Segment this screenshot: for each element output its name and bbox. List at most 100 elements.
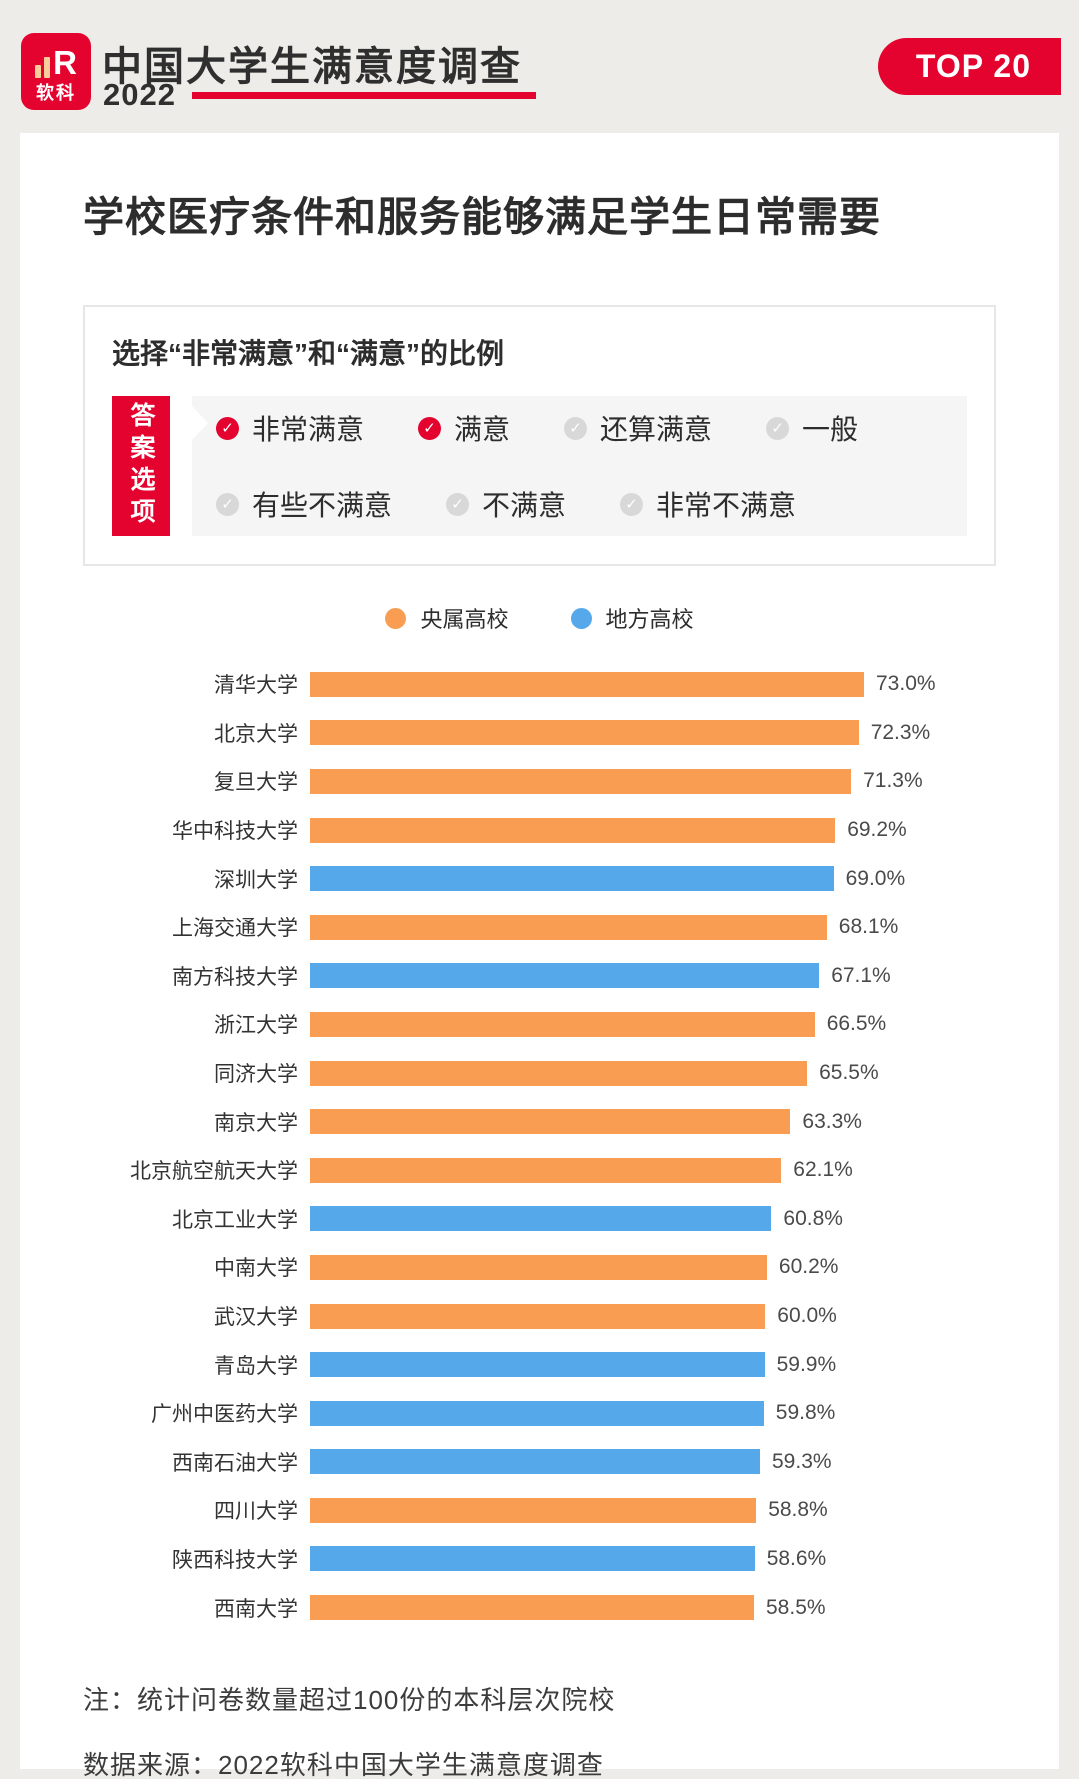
bar-area: 59.3% [310, 1449, 996, 1475]
chart-row: 西南大学 58.5% [83, 1583, 996, 1632]
bar-area: 71.3% [310, 768, 996, 794]
legend-dot-icon [385, 607, 407, 629]
bar-area: 72.3% [310, 720, 996, 746]
bar-area: 68.1% [310, 914, 996, 940]
value-bar [310, 1449, 760, 1475]
university-label: 北京航空航天大学 [130, 1160, 298, 1184]
survey-year-row: 2022 [103, 77, 536, 113]
value-label: 65.5% [819, 1061, 879, 1085]
legend-item: 央属高校 [385, 602, 509, 634]
answer-option[interactable]: 满意 [418, 408, 510, 448]
check-icon [216, 416, 239, 440]
chart-row: 西南石油大学 59.3% [83, 1438, 996, 1487]
answer-options-box: 选择“非常满意”和“满意”的比例 答案选项 非常满意 满意 还算满意 一般有些不满意 不… [83, 305, 996, 566]
value-bar [310, 1157, 782, 1183]
bar-chart: 清华大学 73.0% 北京大学 72.3% 复旦大学 71.3% 华中科技大学 69.2% 深圳… [83, 660, 996, 1632]
university-label: 四川大学 [214, 1500, 298, 1524]
value-bar [310, 1546, 755, 1572]
survey-title: 中国大学生满意度调查 [102, 45, 522, 89]
value-bar [310, 1011, 815, 1037]
chart-row: 武汉大学 60.0% [83, 1292, 996, 1341]
answer-option-label: 一般 [802, 414, 859, 445]
legend-item: 地方高校 [570, 602, 694, 634]
value-label: 59.9% [776, 1352, 837, 1376]
university-label: 广州中医药大学 [151, 1403, 298, 1427]
value-bar [310, 1400, 764, 1426]
value-label: 69.0% [845, 866, 906, 890]
survey-year: 2022 [103, 77, 176, 112]
chart-row: 深圳大学 69.0% [83, 854, 996, 903]
value-bar [310, 720, 859, 746]
value-bar [310, 1497, 757, 1523]
chart-row: 华中科技大学 69.2% [83, 806, 996, 855]
content-card: 学校医疗条件和服务能够满足学生日常需要 选择“非常满意”和“满意”的比例 答案选… [20, 133, 1059, 1779]
value-label: 71.3% [863, 769, 923, 793]
value-bar [310, 1060, 808, 1086]
university-label: 西南大学 [214, 1597, 298, 1621]
university-label: 华中科技大学 [172, 820, 298, 844]
university-label: 上海交通大学 [172, 917, 298, 941]
bar-area: 60.2% [310, 1254, 996, 1280]
check-icon [766, 416, 790, 440]
value-label: 58.8% [768, 1498, 828, 1522]
value-label: 72.3% [870, 720, 931, 744]
chart-row: 北京航空航天大学 62.1% [83, 1146, 996, 1195]
answer-option[interactable]: 一般 [766, 408, 858, 448]
value-bar [310, 963, 820, 989]
answer-option[interactable]: 有些不满意 [216, 484, 392, 524]
chart-row: 广州中医药大学 59.8% [83, 1389, 996, 1438]
answer-option[interactable]: 不满意 [446, 484, 566, 524]
value-label: 60.8% [783, 1206, 843, 1230]
chart-row: 南京大学 63.3% [83, 1097, 996, 1146]
value-label: 69.2% [847, 818, 907, 842]
bar-area: 65.5% [310, 1060, 996, 1086]
chart-row: 浙江大学 66.5% [83, 1000, 996, 1049]
university-label: 南京大学 [214, 1111, 298, 1135]
note-methodology: 注：统计问卷数量超过100份的本科层次院校 [83, 1684, 616, 1715]
value-bar [310, 914, 827, 940]
answer-option[interactable]: 非常不满意 [620, 484, 796, 524]
page-title: 学校医疗条件和服务能够满足学生日常需要 [83, 194, 881, 240]
chart-row: 北京工业大学 60.8% [83, 1195, 996, 1244]
value-label: 60.2% [778, 1255, 839, 1279]
value-bar [310, 866, 834, 892]
answer-option-label: 非常满意 [252, 414, 365, 445]
value-bar [310, 1303, 766, 1329]
answer-option[interactable]: 非常满意 [216, 408, 364, 448]
value-bar [310, 1595, 754, 1621]
chart-row: 南方科技大学 67.1% [83, 952, 996, 1001]
check-icon [418, 416, 442, 440]
bar-area: 63.3% [310, 1109, 996, 1135]
university-label: 清华大学 [214, 674, 298, 698]
value-label: 68.1% [838, 915, 899, 939]
bar-area: 58.8% [310, 1497, 996, 1523]
chart-row: 青岛大学 59.9% [83, 1340, 996, 1389]
chart-row: 上海交通大学 68.1% [83, 903, 996, 952]
chart-row: 复旦大学 71.3% [83, 757, 996, 806]
check-icon [446, 492, 470, 516]
options-panel: 非常满意 满意 还算满意 一般有些不满意 不满意 非常不满意 [192, 396, 967, 536]
answer-options-tab: 答案选项 [112, 396, 170, 536]
answer-option[interactable]: 还算满意 [564, 408, 712, 448]
chart-legend: 央属高校 地方高校 [83, 606, 996, 632]
university-label: 同济大学 [214, 1063, 298, 1087]
bar-area: 59.8% [310, 1400, 996, 1426]
answer-option-label: 不满意 [482, 490, 567, 521]
university-label: 浙江大学 [214, 1014, 298, 1038]
value-bar [310, 817, 836, 843]
option-row: 有些不满意 不满意 非常不满意 [216, 484, 967, 524]
footnotes: 注：统计问卷数量超过100份的本科层次院校 数据来源：2022软科中国大学生满意… [83, 1680, 996, 1779]
check-icon [564, 416, 588, 440]
value-bar [310, 768, 852, 794]
bar-area: 60.0% [310, 1303, 996, 1329]
panel-notch [192, 406, 208, 440]
value-label: 59.8% [775, 1401, 836, 1425]
value-label: 67.1% [831, 963, 891, 987]
chart-row: 同济大学 65.5% [83, 1049, 996, 1098]
value-label: 60.0% [777, 1304, 837, 1328]
university-label: 南方科技大学 [172, 965, 298, 989]
value-bar [310, 1206, 772, 1232]
check-icon [620, 492, 644, 516]
bar-area: 69.2% [310, 817, 996, 843]
logo-brand-name: 软科 [36, 83, 76, 103]
